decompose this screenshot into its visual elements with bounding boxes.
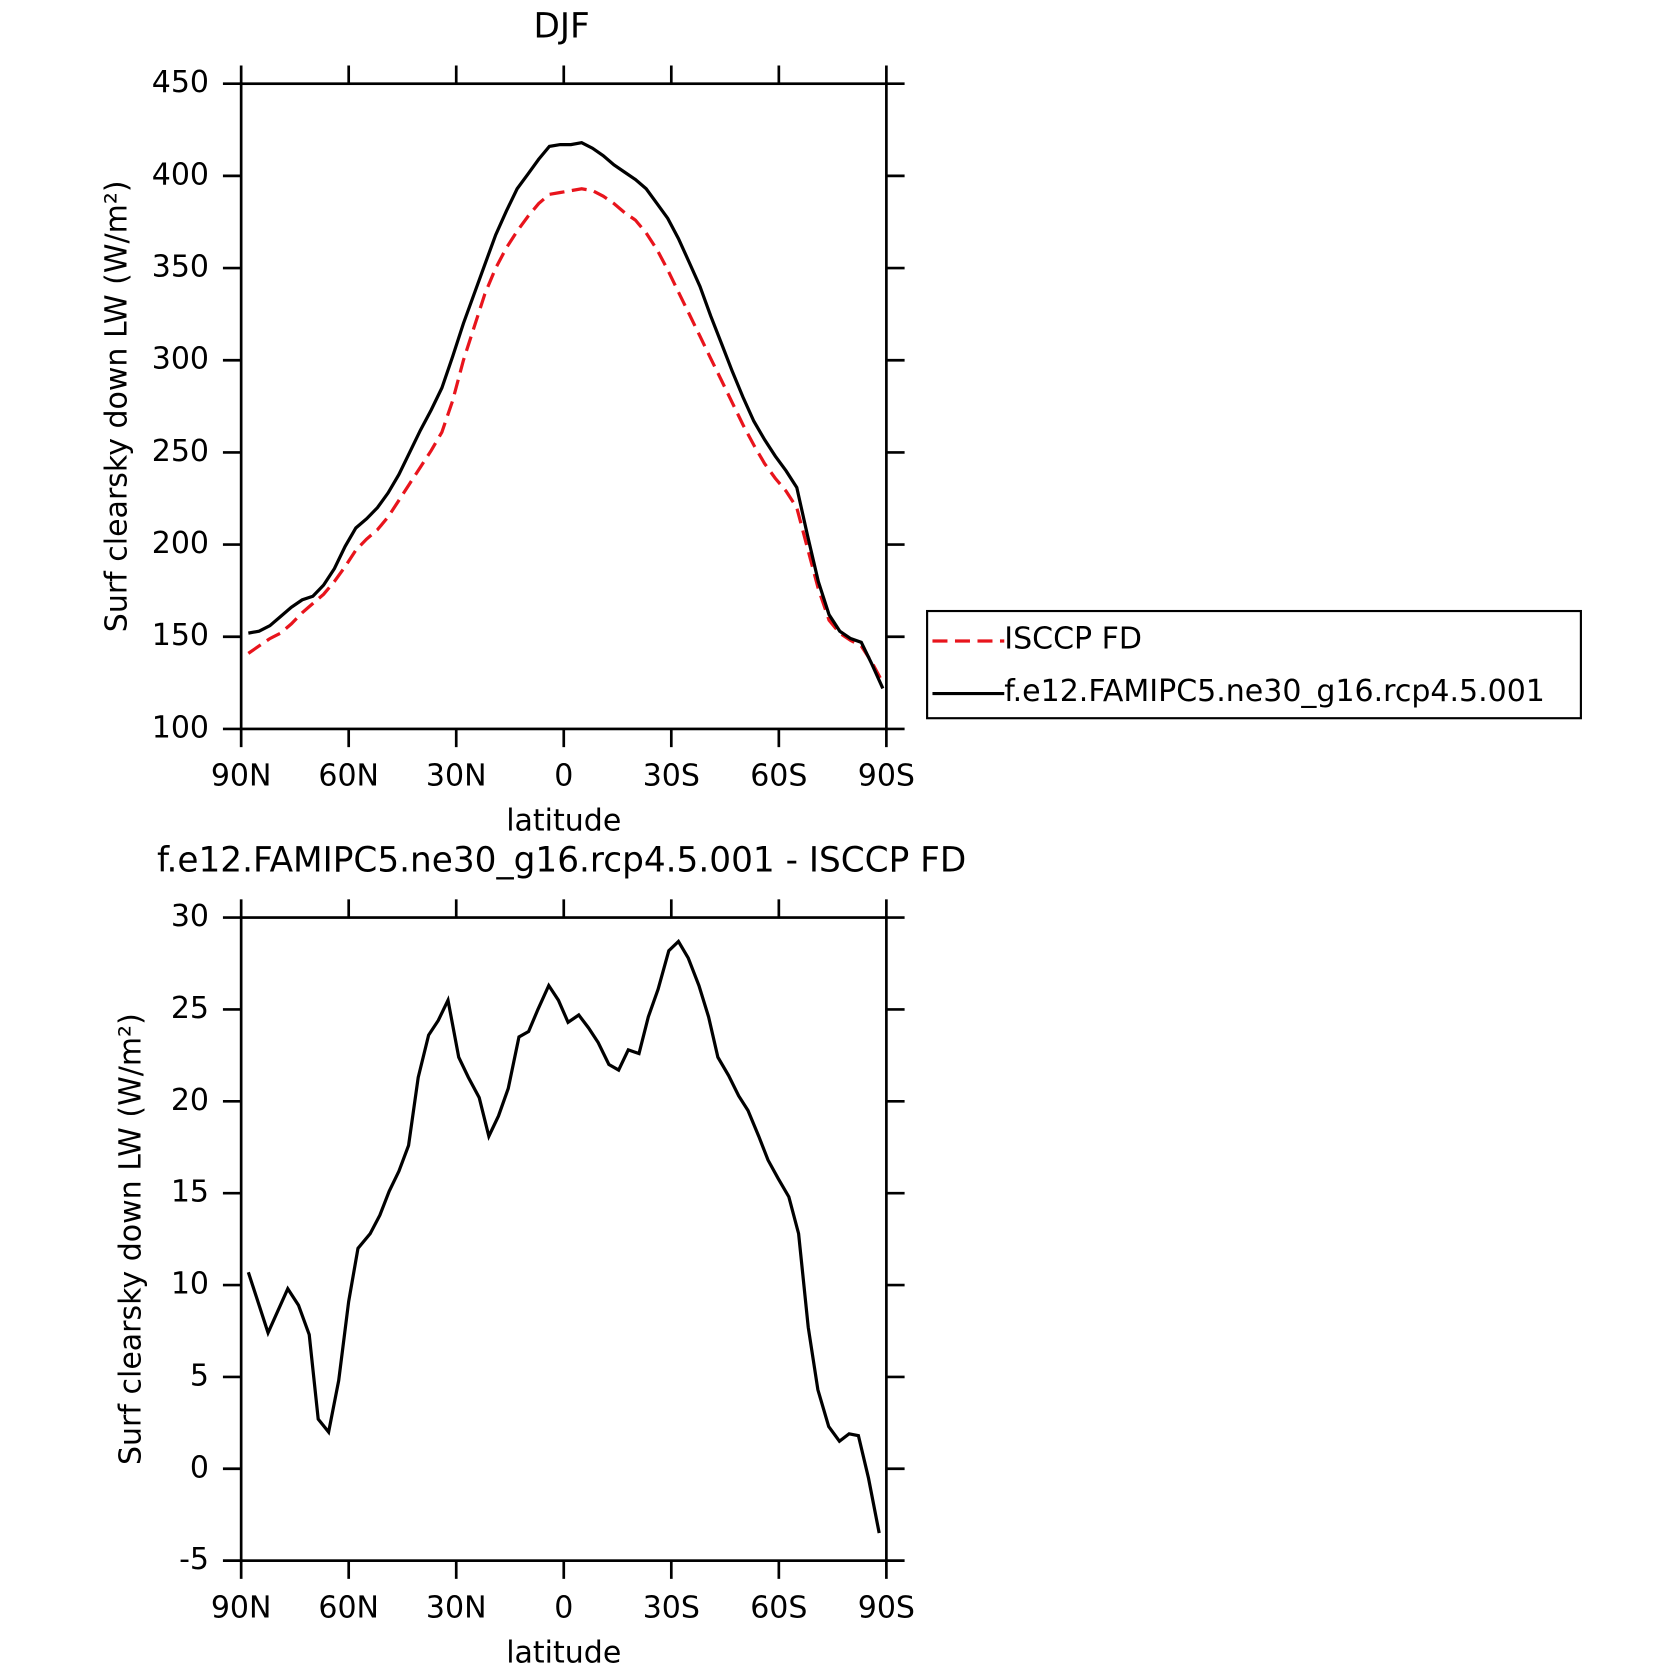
y-tick-label: 450: [152, 65, 209, 100]
x-tick-label: 0: [554, 1590, 573, 1625]
y-tick-label: 25: [171, 991, 209, 1026]
legend-label: f.e12.FAMIPC5.ne30_g16.rcp4.5.001: [1004, 674, 1545, 709]
chart-title: f.e12.FAMIPC5.ne30_g16.rcp4.5.001 - ISCC…: [157, 840, 966, 880]
x-tick-label: 30S: [643, 759, 700, 794]
legend-box: [926, 609, 1582, 720]
x-tick-label: 30N: [426, 1590, 487, 1625]
series-line: [247, 187, 885, 684]
x-tick-label: 0: [554, 759, 573, 794]
legend-label: ISCCP FD: [1004, 621, 1142, 656]
y-axis-label: Surf clearsky down LW (W/m²): [113, 1013, 148, 1465]
y-tick-label: 100: [152, 710, 209, 745]
x-tick-label: 30S: [643, 1590, 700, 1625]
x-tick-label: 90S: [858, 759, 915, 794]
y-tick-label: 20: [171, 1083, 209, 1118]
y-axis-label: Surf clearsky down LW (W/m²): [99, 180, 134, 632]
y-tick-label: 150: [152, 618, 209, 653]
x-tick-label: 30N: [426, 759, 487, 794]
y-tick-label: -5: [179, 1542, 209, 1577]
x-tick-label: 90N: [211, 1590, 272, 1625]
x-tick-label: 90S: [858, 1590, 915, 1625]
x-axis-label: latitude: [506, 804, 621, 839]
chart-title: DJF: [534, 6, 590, 46]
x-tick-label: 60S: [750, 1590, 807, 1625]
x-tick-label: 60N: [318, 759, 379, 794]
y-tick-label: 400: [152, 157, 209, 192]
y-tick-label: 0: [190, 1450, 209, 1485]
y-tick-label: 15: [171, 1175, 209, 1210]
series-line: [248, 140, 885, 690]
plot-frame: [239, 82, 888, 731]
x-tick-label: 60N: [318, 1590, 379, 1625]
y-tick-label: 30: [171, 899, 209, 934]
x-tick-label: 60S: [750, 759, 807, 794]
x-axis-label: latitude: [506, 1635, 621, 1669]
plot-frame: [239, 916, 888, 1562]
y-tick-label: 350: [152, 250, 209, 285]
x-tick-label: 90N: [211, 759, 272, 794]
y-tick-label: 250: [152, 434, 209, 469]
y-tick-label: 200: [152, 526, 209, 561]
y-tick-label: 300: [152, 342, 209, 377]
series-line: [246, 938, 881, 1534]
y-tick-label: 5: [190, 1358, 209, 1393]
y-tick-label: 10: [171, 1267, 209, 1302]
